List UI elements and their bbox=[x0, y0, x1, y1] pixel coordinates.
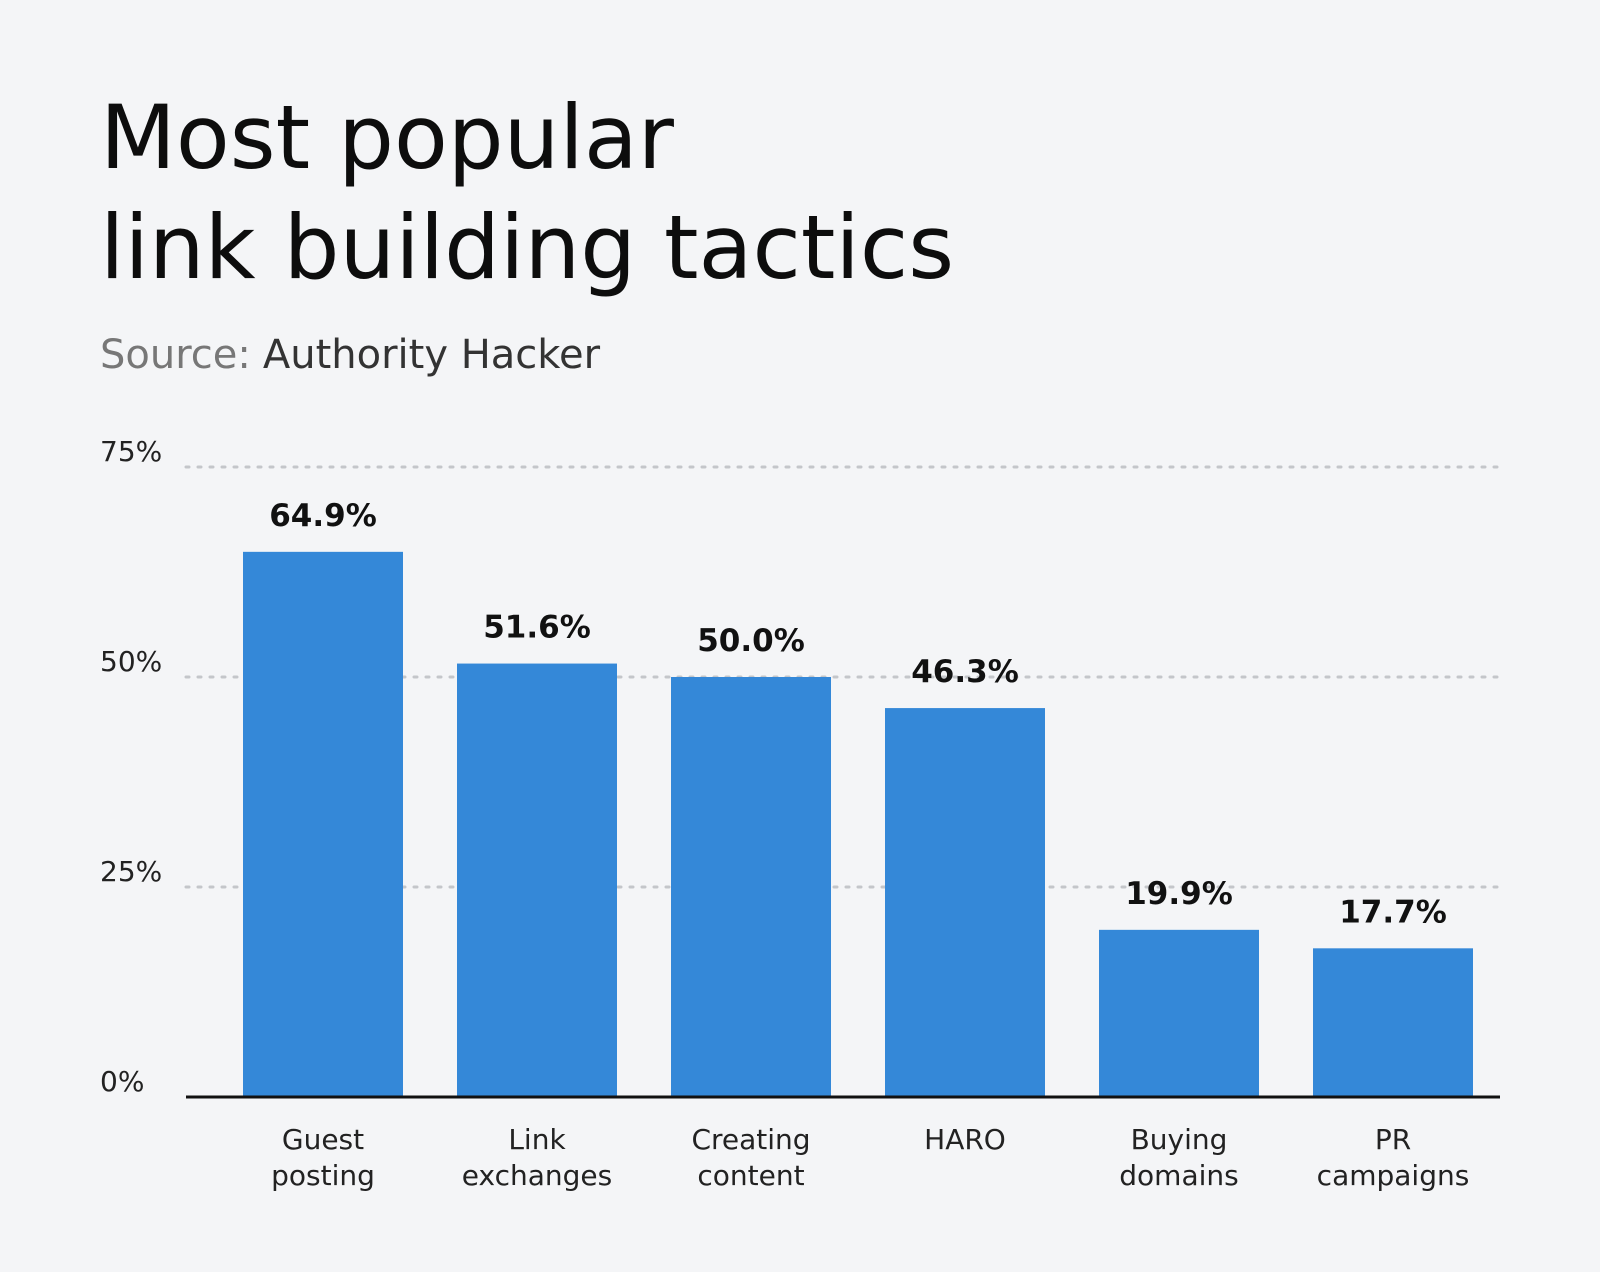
value-label: 64.9% bbox=[269, 498, 377, 534]
y-tick-label: 50% bbox=[100, 645, 162, 678]
bar bbox=[885, 708, 1045, 1097]
chart-title: Most popular link building tactics bbox=[100, 86, 954, 299]
x-tick-label: Creating content bbox=[691, 1123, 810, 1192]
value-label: 50.0% bbox=[697, 623, 805, 659]
bar bbox=[243, 551, 403, 1097]
value-label: 51.6% bbox=[483, 610, 591, 646]
value-label: 19.9% bbox=[1125, 876, 1233, 912]
bar bbox=[1099, 929, 1259, 1097]
y-tick-label: 0% bbox=[100, 1065, 144, 1098]
bar bbox=[457, 663, 617, 1097]
bar bbox=[1313, 948, 1473, 1097]
x-tick-label: Guest posting bbox=[271, 1123, 375, 1192]
value-label: 46.3% bbox=[911, 654, 1019, 690]
source: Authority Hacker bbox=[263, 332, 601, 378]
x-tick-label: PR campaigns bbox=[1317, 1123, 1470, 1192]
x-tick-label: HARO bbox=[924, 1123, 1006, 1156]
x-tick-label: Buying domains bbox=[1119, 1123, 1238, 1192]
bar bbox=[671, 677, 831, 1097]
y-tick-label: 25% bbox=[100, 855, 162, 888]
value-label: 17.7% bbox=[1339, 894, 1447, 930]
y-tick-label: 75% bbox=[100, 435, 162, 468]
x-tick-label: Link exchanges bbox=[462, 1123, 612, 1192]
source-label: Source: bbox=[100, 332, 251, 378]
source-line: Source: Authority Hacker bbox=[100, 332, 601, 378]
